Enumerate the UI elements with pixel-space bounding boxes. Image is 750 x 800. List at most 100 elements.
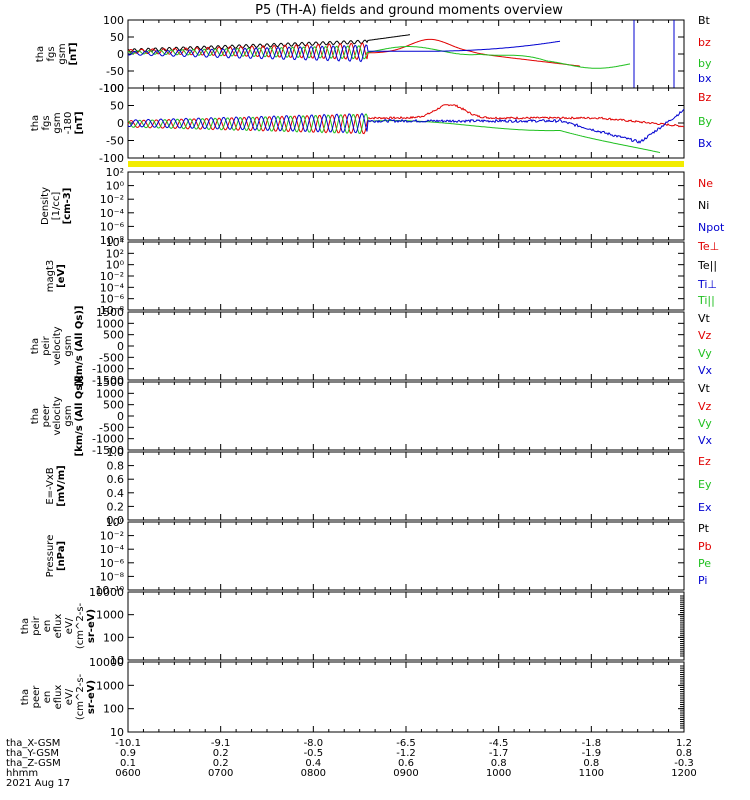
y-label-line: peir [31,615,42,635]
panel-frame [127,87,685,159]
y-label-line: gsm [63,405,74,426]
x-ticks [127,662,685,732]
y-label-line: Pressure [45,535,56,578]
ephemeris-value: -8.0 [304,738,324,749]
legend: Vt Vz Vy Vx [698,312,713,377]
legend: Te⊥ Te|| Ti⊥ Ti|| [697,240,719,307]
legend-entry: bx [698,72,712,85]
y-tick-label: -50 [106,65,124,78]
chart-title: P5 (TH-A) fields and ground moments over… [255,3,563,18]
series-bz [127,38,581,67]
y-label-line: (cm^2-s- [75,602,86,649]
ephemeris-value: -0.5 [304,748,324,759]
y-label-line: sr-eV) [86,609,97,643]
y-tick-label: 10000 [89,656,124,669]
ephemeris-label: tha_Z-GSM [6,758,61,769]
legend: Bt bz by bx [698,14,712,85]
y-tick-label: 1000 [96,679,124,692]
ephemeris-value: -9.1 [211,738,231,749]
y-tick-label: 1500 [96,376,124,389]
ephemeris-value: 0.2 [213,758,229,769]
y-label-line: tha [30,338,41,354]
y-tick-label: 10⁻⁴ [100,207,125,220]
y-tick-label: 1.0 [107,446,125,459]
y-tick-label: 10⁻⁴ [100,281,125,294]
legend-entry: Npot [698,221,725,234]
y-tick-label: 10⁰ [106,259,125,272]
series-bz2 [127,104,685,135]
y-label-line: [eV] [56,264,67,288]
y-tick-label: -50 [106,135,124,148]
ephemeris-row: hhmm 0600 0700 0800 0900 1000 1100 1200 [6,768,697,779]
ephemeris-value: 0.8 [676,748,692,759]
series-by [127,45,631,69]
ephemeris-value: -1.9 [582,748,602,759]
ephemeris-value: 1000 [486,768,511,779]
y-tick-label: 0.0 [107,514,125,527]
y-label-line: [km/s (All Qs)] [74,306,85,387]
y-label-line: (cm^2-s- [75,673,86,720]
legend-entry: Vx [698,364,713,377]
panel-fgs: 100 50 0 -50 -100 tha fgs gsm [nT] Bt bz by bx [35,14,712,95]
ephemeris-value: 0.8 [583,758,599,769]
legend: Vt Vz Vy Vx [698,382,713,447]
y-tick-label: 0.6 [107,473,125,486]
y-label-line: tha [20,618,31,634]
panel-frame [127,521,685,591]
ephemeris-value: -1.7 [489,748,509,759]
panel-frame [127,381,685,451]
y-tick-label: 10⁻⁶ [100,293,125,306]
ephemeris-value: -4.5 [489,738,509,749]
ephemeris-value: 0900 [393,768,418,779]
x-ticks [127,312,685,380]
y-tick-label: 10⁻⁶ [100,220,125,233]
y-label-line: [nT] [68,42,79,65]
ephemeris-value: -1.8 [582,738,602,749]
y-axis-label: magt3 [eV] [45,260,67,293]
y-label-line: en [42,620,53,633]
ephemeris-label: hhmm [6,768,38,779]
legend-entry: Ti⊥ [697,278,717,291]
legend-entry: Vy [698,347,712,360]
legend-entry: Ti|| [697,294,715,307]
y-label-line: peer [41,404,52,428]
y-tick-label: 10⁻⁶ [100,557,125,570]
y-label-line: en [42,691,53,704]
legend-entry: Bz [698,91,712,104]
y-tick-label: 10² [106,247,124,260]
x-ticks [127,592,685,660]
panel-frame [127,451,685,521]
legend-entry: Ex [698,501,712,514]
panel-frame [127,661,685,733]
y-tick-label: 1000 [96,317,124,330]
y-axis-label: Density [1/cc] [cm-3] [40,187,73,225]
y-axis: 10000 1000 100 10 [89,586,684,667]
panel-peir_flux: 10000 1000 100 10 tha peir en eflux eV/(cm^2-s-s… [20,586,685,667]
y-axis-label: tha peir velocity gsm [km/s (All Qs)] [30,306,85,387]
y-axis-label: tha peer velocity gsm [km/s (All Qs)] [30,376,85,457]
y-tick-label: 10⁻² [100,530,124,543]
y-label-line: eV/ [64,688,75,705]
legend-entry: bz [698,36,711,49]
status-bar [128,161,684,167]
panel-frame [127,171,685,241]
y-label-line: peer [31,685,42,709]
y-tick-label: 1500 [96,306,124,319]
y-tick-label: 10⁻⁸ [100,234,125,247]
y-tick-label: -100 [99,82,124,95]
x-ticks [127,452,685,520]
y-tick-label: 10⁻² [100,193,124,206]
y-label-line: tha [30,115,41,131]
y-tick-label: 1000 [96,387,124,400]
y-tick-label: 100 [103,703,124,716]
legend-entry: Pi [698,574,707,587]
y-tick-label: 10 [110,654,124,667]
ephemeris-value: 1200 [671,768,696,779]
y-tick-label: 10⁻⁸ [100,304,125,317]
x-ticks [127,522,685,590]
y-label-line: eflux [53,614,64,639]
